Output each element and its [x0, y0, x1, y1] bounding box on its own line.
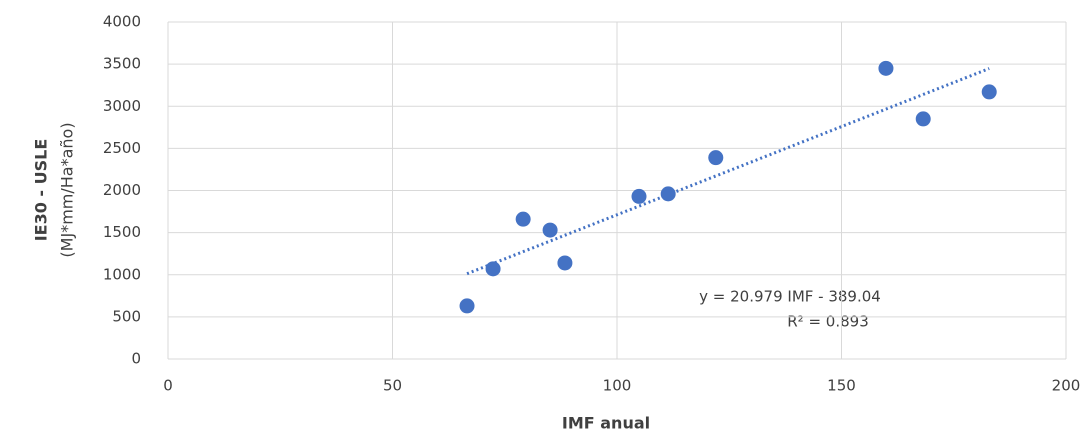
point [557, 255, 573, 271]
y-tick-label: 2500 [103, 139, 141, 157]
y-tick-label: 2000 [103, 181, 141, 199]
point [660, 186, 676, 202]
y-tick-label: 1500 [103, 223, 141, 241]
trend-r2: R² = 0.893 [787, 313, 868, 331]
y-tick-label: 4000 [103, 13, 141, 31]
x-tick-label: 200 [1052, 377, 1081, 395]
y-tick-label: 3500 [103, 55, 141, 73]
trend-equation: y = 20.979 IMF - 389.04 [699, 288, 881, 306]
x-tick-label: 100 [603, 377, 632, 395]
point [981, 84, 997, 100]
y-axis-title: IE30 - USLE [32, 139, 51, 242]
point [631, 188, 647, 204]
y-axis-unit: (MJ*mm/Ha*año) [58, 122, 77, 257]
point [708, 150, 724, 166]
point [915, 111, 931, 127]
point [515, 211, 531, 227]
y-tick-label: 500 [112, 307, 141, 325]
x-tick-label: 0 [163, 377, 173, 395]
y-tick-label: 0 [131, 350, 141, 368]
x-axis-title: IMF anual [562, 414, 650, 433]
point [878, 60, 894, 76]
trendline [466, 67, 990, 276]
point [485, 261, 501, 277]
x-tick-label: 150 [827, 377, 856, 395]
y-tick-label: 3000 [103, 97, 141, 115]
x-tick-label: 50 [383, 377, 402, 395]
point [542, 222, 558, 238]
point [459, 298, 475, 314]
y-tick-label: 1000 [103, 265, 141, 283]
